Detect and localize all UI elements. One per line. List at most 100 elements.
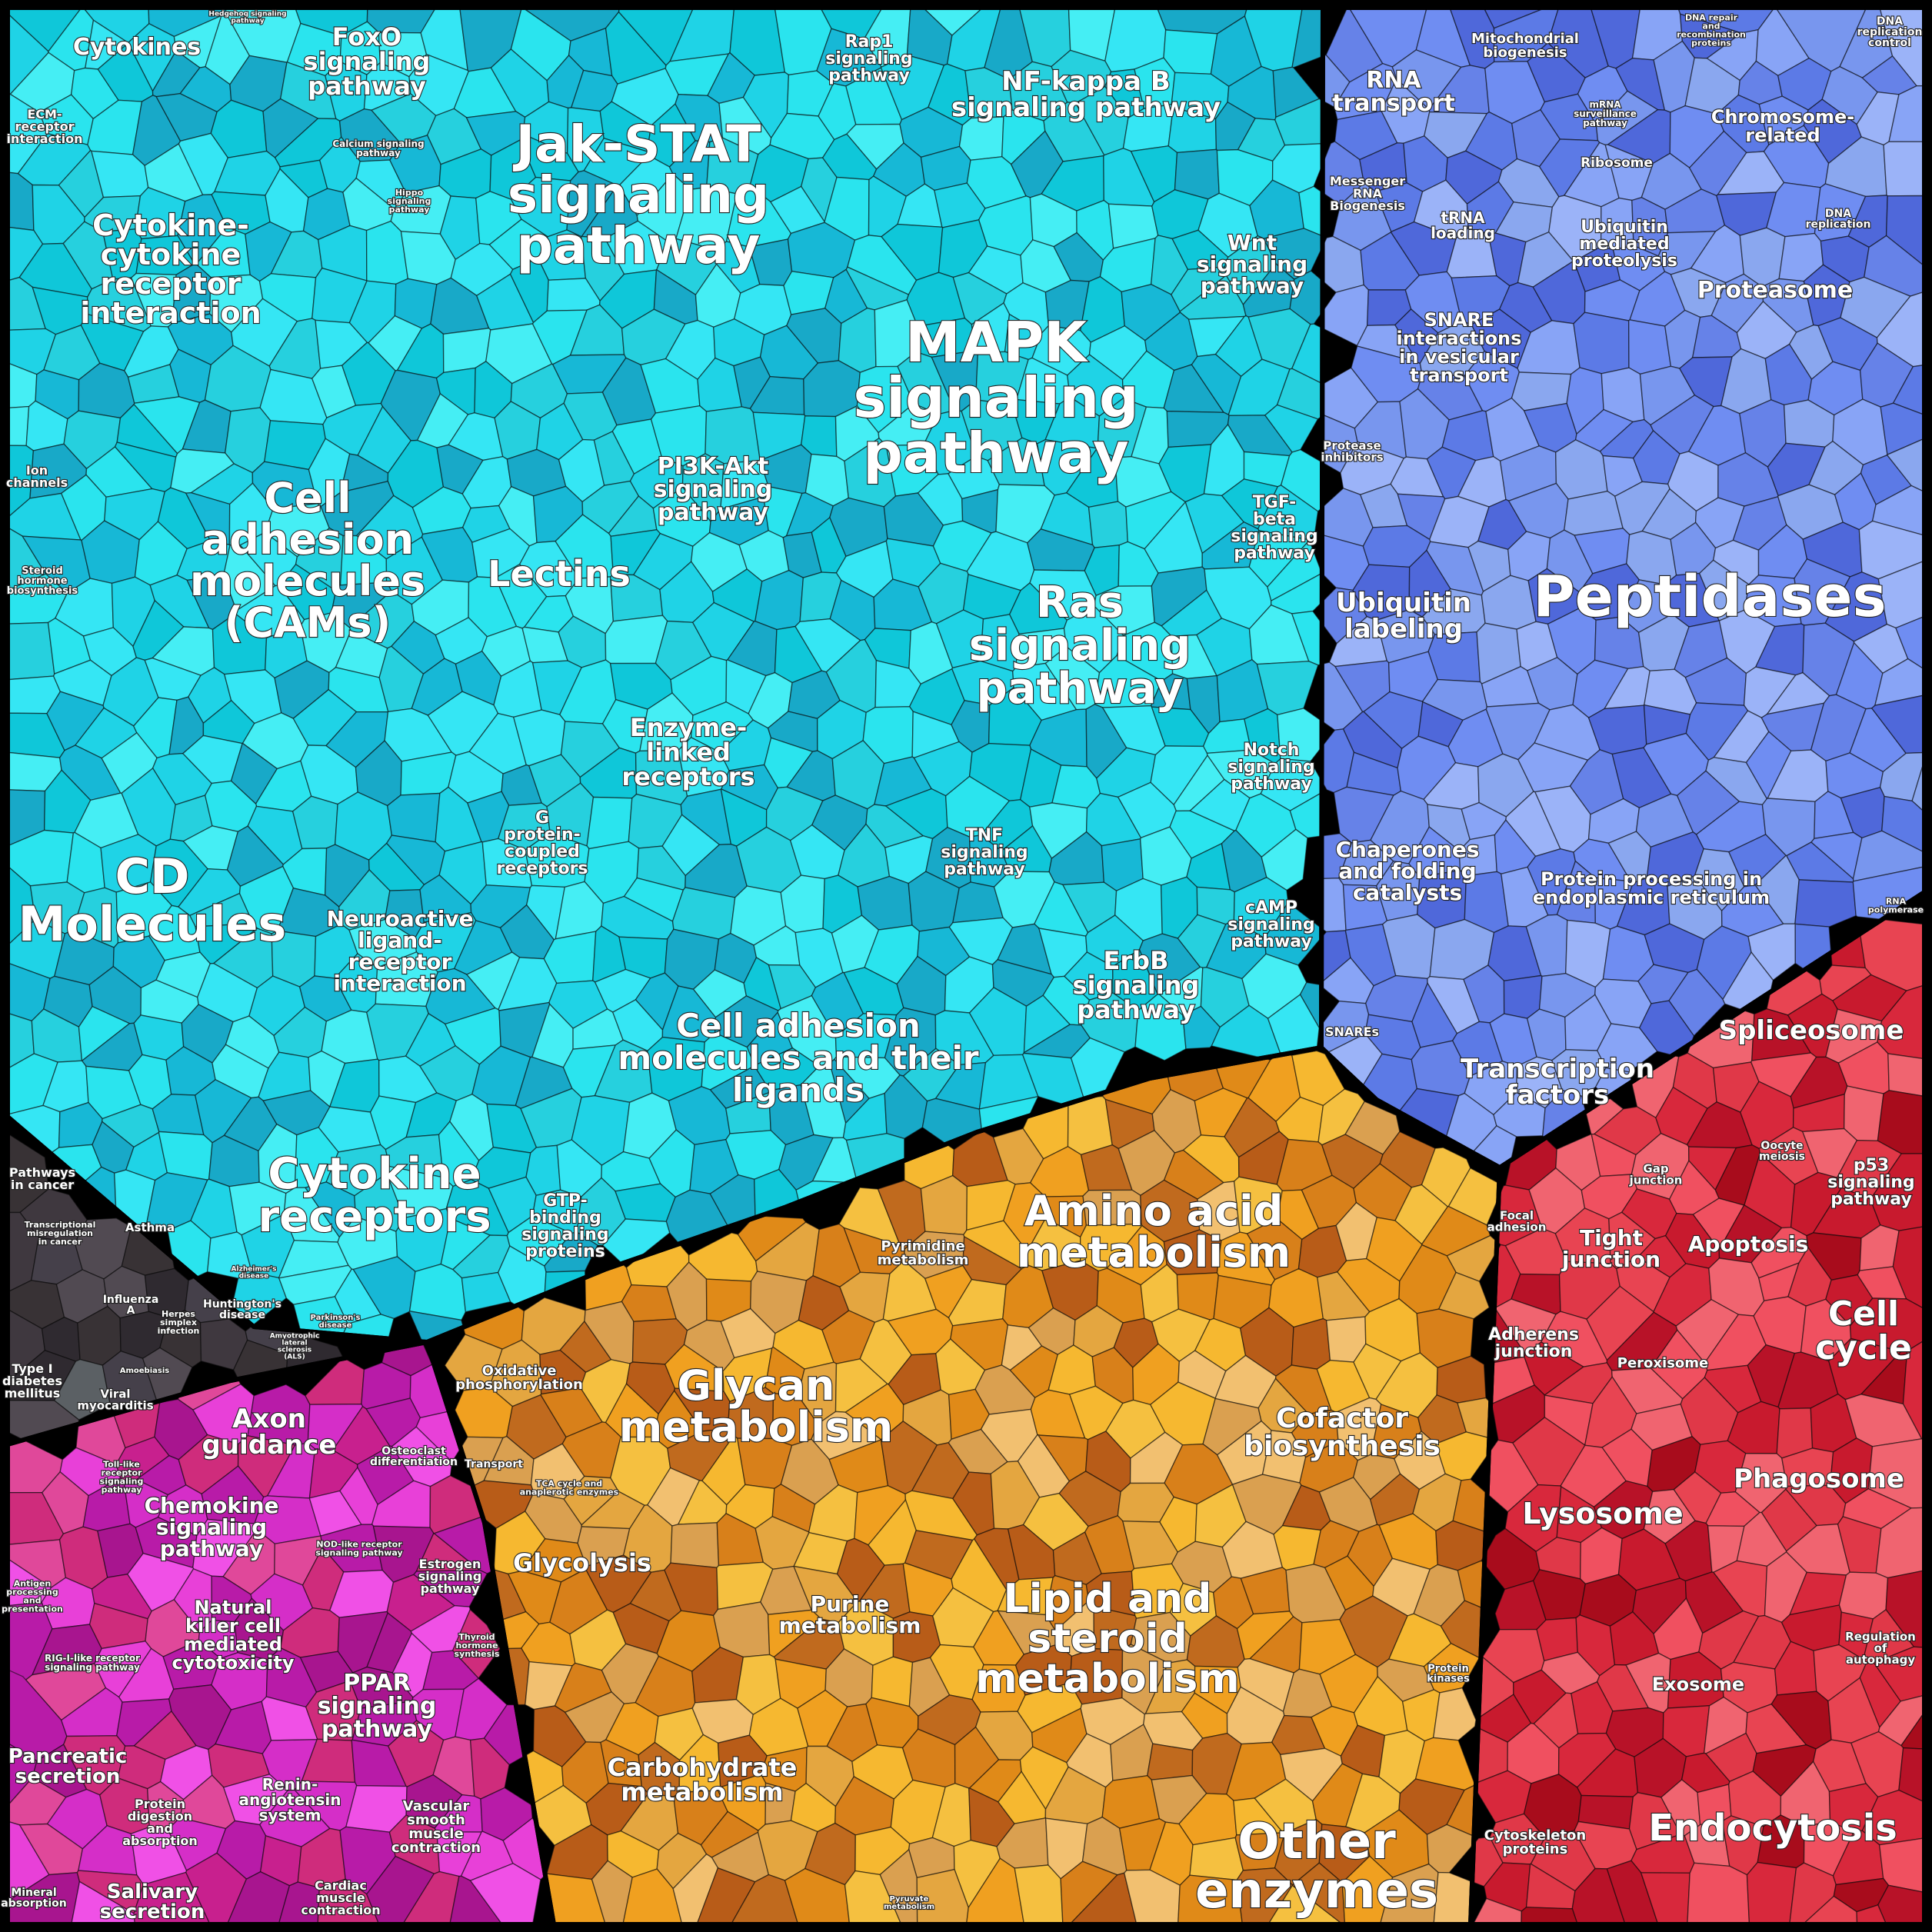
- label-rna-transport: RNA transport: [1332, 67, 1455, 117]
- label-huntington-s-disease: Huntington's disease: [203, 1298, 281, 1321]
- label-chemokine-signaling-pathway: Chemokine signaling pathway: [144, 1493, 278, 1561]
- label-proteasome: Proteasome: [1697, 277, 1853, 304]
- label-ubiquitin-labeling: Ubiquitin labeling: [1336, 588, 1471, 645]
- label-tight-junction: Tight junction: [1561, 1225, 1661, 1272]
- label-trna-loading: tRNA loading: [1431, 208, 1495, 242]
- label-axon-guidance: Axon guidance: [202, 1404, 337, 1461]
- label-amoebiasis: Amoebiasis: [120, 1367, 170, 1375]
- label-cell-cycle: Cell cycle: [1815, 1294, 1912, 1367]
- label-lipid-and-steroid-metabolism: Lipid and steroid metabolism: [975, 1576, 1239, 1702]
- label-focal-adhesion: Focal adhesion: [1487, 1208, 1547, 1234]
- label-cytokine-receptors: Cytokine receptors: [258, 1149, 491, 1242]
- blue-cell: [1883, 141, 1925, 197]
- label-erbb-signaling-pathway: ErbB signaling pathway: [1073, 946, 1200, 1024]
- label-gap-junction: Gap junction: [1629, 1161, 1683, 1187]
- cyan-cell: [958, 116, 1004, 162]
- label-protein-kinases: Protein kinases: [1427, 1663, 1470, 1684]
- label-ribosome: Ribosome: [1581, 155, 1653, 171]
- label-mitochondrial-biogenesis: Mitochondrial biogenesis: [1471, 31, 1579, 61]
- label-transport: Transport: [465, 1458, 523, 1471]
- cyan-cell: [884, 1074, 928, 1140]
- label-rig-i-like-receptor-signaling-pathway: RIG-I-like receptor signaling pathway: [45, 1653, 140, 1673]
- label-tca-cycle-and-anaplerotic-enzymes: TCA cycle and anaplerotic enzymes: [520, 1479, 619, 1497]
- label-phagosome: Phagosome: [1734, 1464, 1904, 1494]
- label-viral-myocarditis: Viral myocarditis: [77, 1387, 153, 1412]
- label-ras-signaling-pathway: Ras signaling pathway: [969, 578, 1191, 714]
- blue-cell: [1573, 311, 1630, 375]
- label-oxidative-phosphorylation: Oxidative phosphorylation: [455, 1363, 583, 1393]
- label-antigen-processing-and-presentation: Antigen processing and presentation: [2, 1579, 63, 1614]
- cyan-cell: [1081, 992, 1139, 1053]
- label-cofactor-biosynthesis: Cofactor biosynthesis: [1244, 1403, 1441, 1462]
- label-messenger-rna-biogenesis: Messenger RNA Biogenesis: [1330, 174, 1405, 213]
- blue-cell: [1564, 490, 1624, 536]
- blue-cell: [1551, 1049, 1607, 1098]
- red-cell: [1838, 1571, 1889, 1620]
- label-alzheimer-s-disease: Alzheimer's disease: [232, 1265, 277, 1280]
- red-cell: [1687, 1862, 1750, 1925]
- label-steroid-hormone-biosynthesis: Steroid hormone biosynthesis: [7, 565, 78, 597]
- label-enzyme-linked-receptors: Enzyme-linked receptors: [621, 713, 754, 791]
- label-endocytosis: Endocytosis: [1648, 1807, 1897, 1850]
- label-mrna-surveillance-pathway: mRNA surveillance pathway: [1574, 99, 1637, 128]
- label-lysosome: Lysosome: [1522, 1497, 1683, 1531]
- blue-cell: [1794, 879, 1857, 928]
- label-ubiquitin-mediated-proteolysis: Ubiquitin mediated proteolysis: [1571, 218, 1677, 271]
- label-pi3k-akt-signaling-pathway: PI3K-Akt signaling pathway: [654, 453, 773, 526]
- label-snare-interactions-in-vesicular-transport: SNARE interactions in vesicular transport: [1397, 309, 1522, 386]
- label-hippo-signaling-pathway: Hippo signaling pathway: [388, 188, 431, 215]
- label-exosome: Exosome: [1652, 1674, 1744, 1695]
- label-snares: SNAREs: [1325, 1024, 1379, 1039]
- label-ppar-signaling-pathway: PPAR signaling pathway: [318, 1670, 437, 1743]
- label-rap1-signaling-pathway: Rap1 signaling pathway: [825, 32, 912, 85]
- label-vascular-smooth-muscle-contraction: Vascular smooth muscle contraction: [391, 1798, 481, 1856]
- red-cell: [1877, 1884, 1925, 1925]
- label-dna-replication-control: DNA replication control: [1857, 15, 1923, 49]
- label-estrogen-signaling-pathway: Estrogen signaling pathway: [418, 1557, 481, 1596]
- label-tnf-signaling-pathway: TNF signaling pathway: [941, 826, 1028, 879]
- label-salivary-secretion: Salivary secretion: [100, 1880, 205, 1924]
- label-calcium-signaling-pathway: Calcium signaling pathway: [332, 138, 424, 158]
- cyan-cell: [155, 951, 212, 998]
- label-nod-like-receptor-signaling-pathway: NOD-like receptor signaling pathway: [315, 1540, 402, 1558]
- label-protein-processing-in-endoplasmic-reticulum: Protein processing in endoplasmic reticul…: [1533, 868, 1770, 908]
- cyan-cell: [1088, 501, 1129, 548]
- label-carbohydrate-metabolism: Carbohydrate metabolism: [608, 1753, 798, 1807]
- label-cardiac-muscle-contraction: Cardiac muscle contraction: [301, 1878, 380, 1917]
- cyan-cell: [586, 796, 633, 850]
- label-cytoskeleton-proteins: Cytoskeleton proteins: [1484, 1827, 1587, 1857]
- label-pyruvate-metabolism: Pyruvate metabolism: [884, 1895, 934, 1911]
- label-dna-replication: DNA replication: [1806, 208, 1871, 231]
- label-toll-like-receptor-signaling-pathway: Toll-like receptor signaling pathway: [100, 1460, 144, 1495]
- orange-cell: [1147, 1743, 1194, 1780]
- label-parkinson-s-disease: Parkinson's disease: [311, 1314, 361, 1330]
- label-cytokines: Cytokines: [73, 34, 201, 61]
- blue-cell: [1321, 878, 1347, 933]
- label-pathways-in-cancer: Pathways in cancer: [9, 1165, 75, 1192]
- label-protein-digestion-and-absorption: Protein digestion and absorption: [122, 1797, 198, 1848]
- label-amino-acid-metabolism: Amino acid metabolism: [1017, 1187, 1291, 1277]
- label-asthma: Asthma: [125, 1221, 175, 1234]
- label-osteoclast-differentiation: Osteoclast differentiation: [370, 1445, 458, 1468]
- label-pancreatic-secretion: Pancreatic secretion: [8, 1745, 128, 1788]
- cyan-cell: [1171, 266, 1227, 313]
- label-mineral-absorption: Mineral absorption: [1, 1887, 66, 1910]
- label-protease-inhibitors: Protease inhibitors: [1321, 438, 1383, 464]
- orange-cell: [1433, 1871, 1473, 1925]
- label-transcription-factors: Transcription factors: [1461, 1054, 1654, 1111]
- label-layer: Cytokines FoxO signaling pathway Hedgehog si…: [0, 9, 1924, 1924]
- label-lectins: Lectins: [488, 553, 631, 595]
- label-natural-killer-cell-mediated-cytotoxicity: Natural killer cell mediated cytotoxicity: [172, 1597, 294, 1674]
- label-glycolysis: Glycolysis: [513, 1548, 651, 1577]
- label-chromosome-related: Chromosome-related: [1711, 106, 1855, 146]
- blue-cell: [1627, 319, 1672, 375]
- label-peptidases: Peptidases: [1533, 564, 1886, 630]
- label-transcriptional-misregulation-in-cancer: Transcriptional misregulation in cancer: [25, 1220, 96, 1247]
- cyan-cell: [1134, 993, 1187, 1061]
- orange-group-border: [425, 1045, 1502, 1927]
